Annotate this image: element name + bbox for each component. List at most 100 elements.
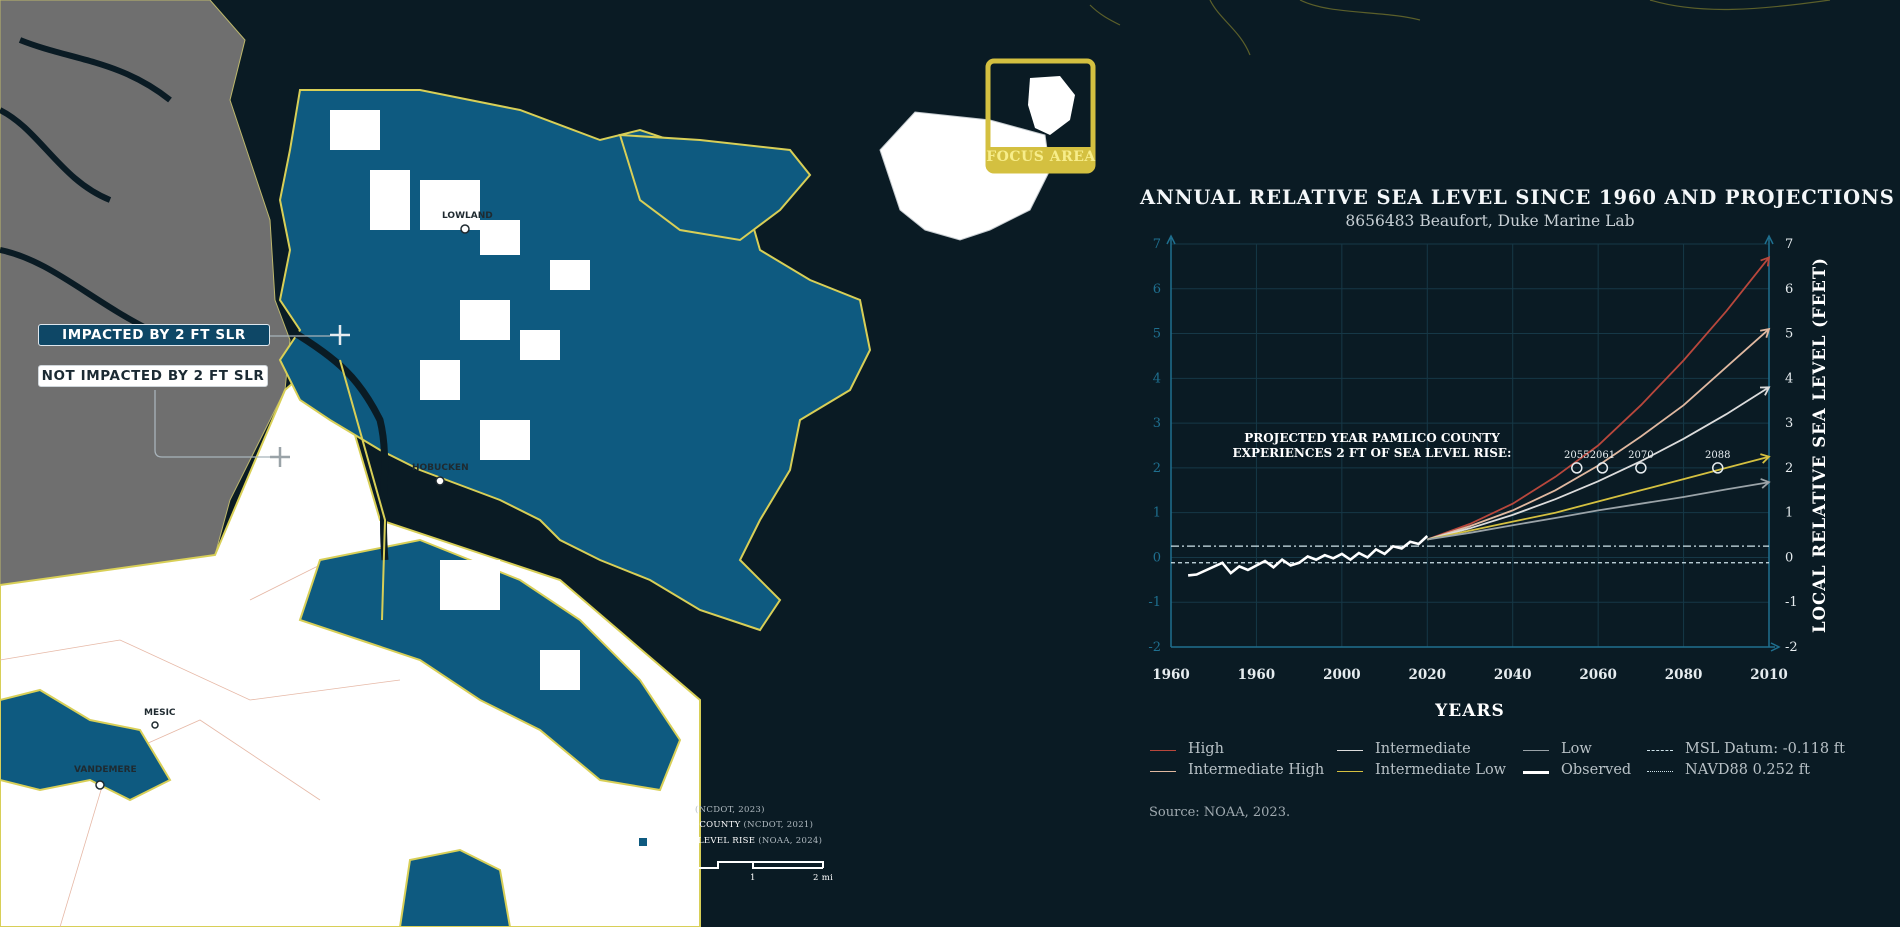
threshold-marker bbox=[1635, 462, 1647, 474]
scale-tick-1: 1 bbox=[750, 873, 756, 883]
chart-legend-swatch bbox=[1523, 771, 1549, 774]
route-highway bbox=[339, 359, 387, 621]
series-arrowhead bbox=[1760, 453, 1771, 464]
y-tick-label-right: -2 bbox=[1785, 640, 1798, 655]
y-tick-label-left: 3 bbox=[1153, 416, 1161, 431]
mesic-marker bbox=[151, 721, 159, 729]
y-tick-label-left: 1 bbox=[1153, 506, 1161, 521]
slr-swatch bbox=[639, 838, 647, 846]
chart-legend-label: Intermediate bbox=[1375, 741, 1471, 757]
focus-label-bg bbox=[988, 147, 1093, 171]
chart-legend-swatch bbox=[1337, 750, 1363, 751]
y-tick-label-left: 5 bbox=[1153, 327, 1161, 342]
x-tick-label: 1960 bbox=[1238, 667, 1276, 683]
x-tick-label: 1960 bbox=[1152, 667, 1190, 683]
not-impacted-leader bbox=[154, 390, 270, 458]
lowland-marker bbox=[460, 224, 470, 234]
series-arrowhead bbox=[1759, 327, 1771, 338]
threshold-marker bbox=[1596, 462, 1609, 474]
impacted-callout: IMPACTED BY 2 FT SLR bbox=[38, 324, 270, 346]
legend-slr-source: (NOAA, 2024) bbox=[758, 836, 823, 846]
slr-southwest-coast bbox=[0, 688, 172, 802]
threshold-marker bbox=[1571, 462, 1583, 474]
unaffected-patches bbox=[330, 110, 590, 690]
scale-tick-2: 2 mi bbox=[813, 873, 834, 883]
slr-bottom-island bbox=[398, 848, 512, 927]
impacted-crosshair-icon bbox=[330, 325, 350, 345]
focus-area-shape bbox=[1028, 76, 1075, 135]
y-axis-arrow-right bbox=[1764, 234, 1774, 245]
series-arrowhead bbox=[1759, 386, 1771, 396]
chart-legend-swatch bbox=[1150, 750, 1176, 751]
x-tick-label: 2010 bbox=[1750, 667, 1788, 683]
annotation-line-2: EXPERIENCES 2 FT OF SEA LEVEL RISE: bbox=[1233, 446, 1512, 460]
chart-legend-label: MSL Datum: -0.118 ft bbox=[1685, 741, 1845, 757]
place-mesic: MESIC bbox=[144, 708, 176, 718]
slr-east-lobe bbox=[618, 133, 812, 242]
y-tick-label-right: 5 bbox=[1785, 327, 1793, 342]
chart-legend-label: NAVD88 0.252 ft bbox=[1685, 762, 1810, 778]
x-tick-label: 2080 bbox=[1665, 667, 1703, 683]
north-label: NORTH bbox=[627, 873, 663, 883]
y-tick-label-right: 6 bbox=[1785, 282, 1793, 297]
legend-routes-label: ROUTES bbox=[652, 805, 693, 815]
legend-slr-label: 2 FT SEA LEVEL RISE bbox=[652, 836, 756, 846]
annotation-line-1: PROJECTED YEAR PAMLICO COUNTY bbox=[1244, 431, 1500, 445]
vandemere-marker bbox=[95, 780, 105, 790]
routes-swatch bbox=[638, 806, 648, 816]
x-tick-label: 2000 bbox=[1323, 667, 1361, 683]
series-line bbox=[1427, 481, 1770, 541]
y-tick-label-left: -2 bbox=[1148, 640, 1161, 655]
series-line bbox=[1427, 386, 1770, 541]
chart-legend-swatch bbox=[1647, 750, 1673, 751]
legend-routes-source: (NCDOT, 2023) bbox=[695, 805, 765, 815]
chart-legend-swatch bbox=[1337, 771, 1363, 772]
y-tick-label-left: 7 bbox=[1153, 237, 1161, 252]
series-line bbox=[1427, 455, 1770, 541]
threshold-label: 2070 bbox=[1628, 450, 1653, 461]
legend-routes: ROUTES (NCDOT, 2023) bbox=[652, 805, 765, 815]
chart-subtitle: 8656483 Beaufort, Duke Marine Lab bbox=[1345, 212, 1635, 230]
river-channel bbox=[288, 326, 389, 561]
chart-legend-label: Intermediate High bbox=[1188, 762, 1325, 778]
not-impacted-crosshair-icon bbox=[270, 447, 290, 467]
chart-legend-swatch bbox=[1647, 771, 1673, 772]
background-coastline bbox=[1089, 0, 1831, 56]
x-axis-label: YEARS bbox=[1434, 701, 1505, 721]
y-tick-label-left: 0 bbox=[1153, 550, 1161, 565]
scale-tick-0: 0 bbox=[680, 873, 686, 883]
series-arrowhead bbox=[1760, 478, 1771, 489]
y-tick-label-right: 1 bbox=[1785, 506, 1793, 521]
threshold-label: 2088 bbox=[1705, 450, 1730, 461]
y-tick-label-left: 6 bbox=[1153, 282, 1161, 297]
threshold-marker bbox=[1711, 462, 1724, 474]
slr-south-lobe bbox=[298, 538, 682, 792]
place-hobucken: HOBUCKEN bbox=[412, 463, 469, 473]
y-tick-label-left: 2 bbox=[1153, 461, 1161, 476]
y-tick-label-left: -1 bbox=[1148, 595, 1161, 610]
chart-legend-label: Low bbox=[1561, 741, 1592, 757]
legend-slr: 2 FT SEA LEVEL RISE (NOAA, 2024) bbox=[652, 836, 822, 846]
focus-area-label: FOCUS AREA bbox=[986, 149, 1096, 165]
scale-bar bbox=[682, 861, 824, 869]
legend-county: PAMLICO COUNTY (NCDOT, 2021) bbox=[652, 820, 813, 830]
hobucken-marker bbox=[435, 476, 445, 486]
x-tick-label: 2040 bbox=[1494, 667, 1532, 683]
y-tick-label-right: 4 bbox=[1785, 371, 1793, 386]
place-vandemere: VANDEMERE bbox=[74, 765, 137, 775]
chart-title: ANNUAL RELATIVE SEA LEVEL SINCE 1960 AND… bbox=[1140, 186, 1895, 209]
county-land bbox=[0, 348, 701, 927]
x-tick-label: 2060 bbox=[1579, 667, 1617, 683]
series-arrowhead bbox=[1760, 256, 1771, 267]
x-axis-arrow bbox=[1770, 642, 1781, 652]
chart-legend-swatch bbox=[1523, 750, 1549, 751]
chart-legend-swatch bbox=[1150, 771, 1176, 772]
y-tick-label-right: 2 bbox=[1785, 461, 1793, 476]
inset-county-shape bbox=[879, 111, 1051, 241]
county-swatch bbox=[639, 823, 647, 831]
y-tick-label-left: 4 bbox=[1153, 371, 1161, 386]
y-tick-label-right: 0 bbox=[1785, 550, 1793, 565]
outside-shore bbox=[0, 37, 172, 333]
not-impacted-callout: NOT IMPACTED BY 2 FT SLR bbox=[38, 365, 268, 387]
